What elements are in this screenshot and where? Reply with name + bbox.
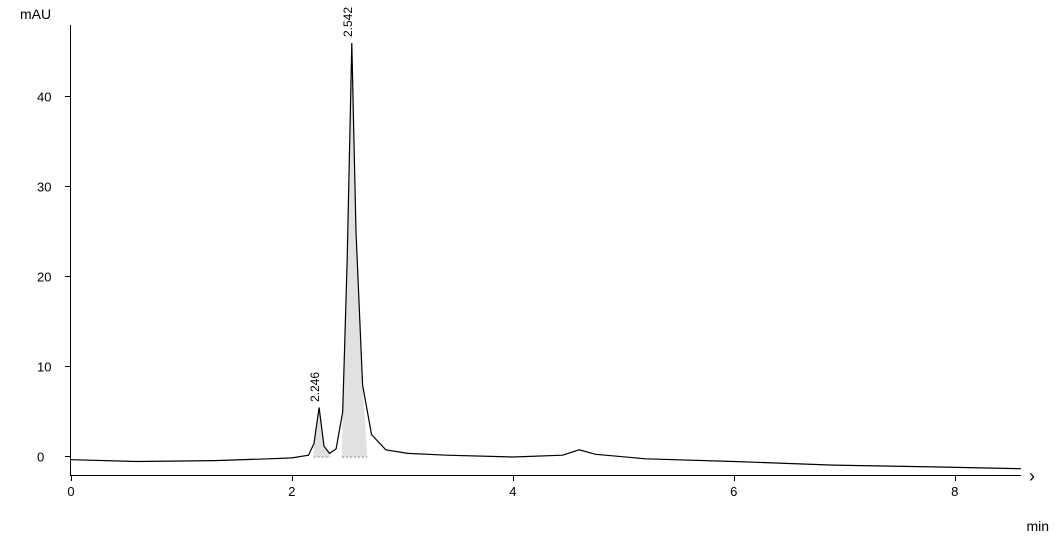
y-tick-label: 10 bbox=[37, 360, 51, 375]
y-tick-label: 0 bbox=[37, 450, 44, 465]
y-tick bbox=[65, 186, 71, 187]
peak-label: 2.542 bbox=[341, 7, 355, 37]
x-tick-label: 0 bbox=[67, 484, 74, 499]
y-axis-label: mAU bbox=[20, 6, 51, 22]
x-tick-label: 4 bbox=[509, 484, 516, 499]
x-tick-label: 6 bbox=[730, 484, 737, 499]
y-tick bbox=[65, 456, 71, 457]
x-tick-label: 8 bbox=[951, 484, 958, 499]
y-tick bbox=[65, 366, 71, 367]
x-tick bbox=[955, 475, 956, 481]
x-tick bbox=[71, 475, 72, 481]
chromatogram-svg bbox=[71, 25, 1021, 475]
chromatogram-plot: › 024680102030402.2462.542 bbox=[70, 25, 1021, 476]
x-axis-arrow: › bbox=[1029, 467, 1035, 485]
peak-label: 2.246 bbox=[308, 371, 322, 401]
y-tick bbox=[65, 96, 71, 97]
y-tick-label: 30 bbox=[37, 180, 51, 195]
x-tick bbox=[292, 475, 293, 481]
x-tick bbox=[513, 475, 514, 481]
chromatogram-trace bbox=[71, 43, 1021, 469]
y-tick bbox=[65, 276, 71, 277]
x-tick-label: 2 bbox=[288, 484, 295, 499]
y-tick-label: 40 bbox=[37, 90, 51, 105]
peak-fill bbox=[342, 43, 367, 457]
x-axis-label: min bbox=[1026, 518, 1049, 534]
x-tick bbox=[734, 475, 735, 481]
y-tick-label: 20 bbox=[37, 270, 51, 285]
